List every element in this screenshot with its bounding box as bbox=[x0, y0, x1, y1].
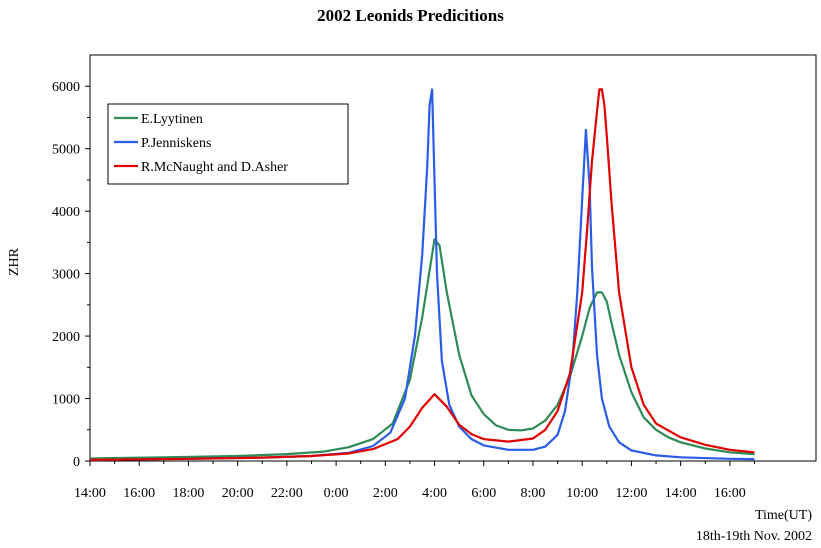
y-axis-label: ZHR bbox=[7, 247, 22, 276]
y-tick-label: 0 bbox=[73, 455, 80, 470]
legend-box bbox=[107, 103, 349, 185]
y-tick-label: 2000 bbox=[52, 330, 80, 345]
series-line-r-mcnaught-and-d-asher bbox=[89, 88, 755, 461]
x-tick-label: 22:00 bbox=[271, 486, 303, 501]
x-tick-label: 16:00 bbox=[123, 486, 155, 501]
plot-area-frame bbox=[89, 54, 817, 462]
y-axis: 0 1000 2000 3000 4000 5000 6000 bbox=[52, 80, 90, 470]
series-line-p-jenniskens bbox=[89, 88, 755, 461]
x-tick-label: 12:00 bbox=[615, 486, 647, 501]
x-axis-sublabel: 18th-19th Nov. 2002 bbox=[696, 529, 812, 544]
legend-label: R.McNaught and D.Asher bbox=[141, 160, 288, 175]
y-tick-label: 5000 bbox=[52, 143, 80, 158]
x-tick-label: 0:00 bbox=[324, 486, 349, 501]
x-tick-label: 8:00 bbox=[521, 486, 546, 501]
x-tick-label: 20:00 bbox=[222, 486, 254, 501]
x-tick-label: 18:00 bbox=[172, 486, 204, 501]
series-line-e-lyytinen bbox=[89, 238, 755, 460]
x-tick-label: 6:00 bbox=[471, 486, 496, 501]
y-tick-label: 4000 bbox=[52, 205, 80, 220]
x-tick-label: 2:00 bbox=[373, 486, 398, 501]
legend-label: P.Jenniskens bbox=[141, 136, 211, 151]
x-tick-label: 10:00 bbox=[566, 486, 598, 501]
x-axis: 14:00 16:00 18:00 20:00 22:00 0:00 2:00 4:00 6:0… bbox=[74, 461, 755, 501]
legend-label: E.Lyytinen bbox=[141, 112, 203, 127]
x-tick-label: 16:00 bbox=[714, 486, 746, 501]
y-tick-label: 3000 bbox=[52, 268, 80, 283]
x-tick-label: 14:00 bbox=[665, 486, 697, 501]
x-axis-label: Time(UT) bbox=[755, 508, 812, 523]
x-tick-label: 14:00 bbox=[74, 486, 106, 501]
chart-title: 2002 Leonids Predicitions bbox=[317, 6, 504, 25]
y-tick-label: 6000 bbox=[52, 80, 80, 95]
legend: E.Lyytinen P.Jenniskens R.McNaught and D.A… bbox=[107, 103, 349, 185]
series-group bbox=[89, 88, 755, 461]
y-tick-label: 1000 bbox=[52, 393, 80, 408]
x-tick-label: 4:00 bbox=[422, 486, 447, 501]
